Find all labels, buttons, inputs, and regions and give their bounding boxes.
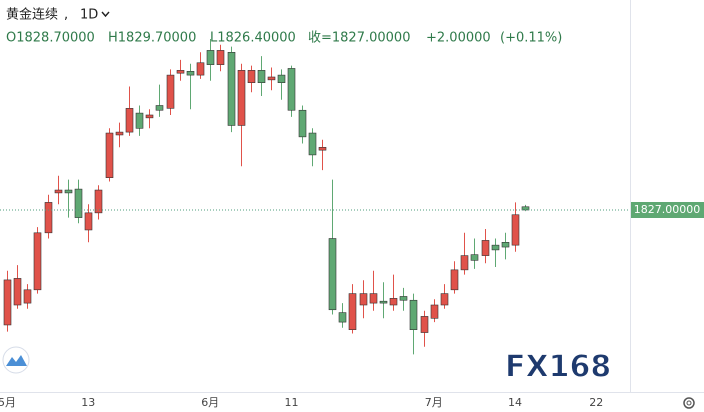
candle-body <box>470 254 479 261</box>
ohlc-value: (+0.11%) <box>500 31 562 46</box>
candle-body <box>450 269 459 291</box>
candle-body <box>54 189 63 194</box>
candle-body <box>196 62 205 76</box>
candle-body <box>328 238 337 311</box>
x-tick-label: 5月 <box>0 396 16 409</box>
candle-body <box>298 109 307 138</box>
candle-body <box>338 312 347 323</box>
x-tick-label: 7月 <box>425 396 443 409</box>
candle-body <box>287 68 296 111</box>
x-tick-label: 14 <box>508 396 522 409</box>
candle-body <box>115 131 124 136</box>
x-tick-label: 6月 <box>201 396 219 409</box>
settings-icon[interactable] <box>683 397 695 409</box>
candle-body <box>257 70 266 83</box>
candle-body <box>247 70 256 83</box>
candle-body <box>166 74 175 109</box>
last-price-tag <box>631 202 704 218</box>
candle-body <box>155 105 164 111</box>
ohlc-value: 收=1827.00000 <box>308 31 410 46</box>
ohlc-value: L1826.40000 <box>210 31 296 46</box>
ohlc-value: H1829.70000 <box>108 31 196 46</box>
candle-body <box>430 304 439 319</box>
candle-body <box>440 293 449 306</box>
x-tick-label: 13 <box>81 396 95 409</box>
tv-logo <box>2 346 30 374</box>
candle-body <box>379 300 388 304</box>
candle-body <box>359 293 368 306</box>
candle-body <box>105 132 114 179</box>
candle-body <box>23 289 32 304</box>
watermark: FX168 <box>505 350 611 385</box>
watermark-group: FX168 <box>505 349 612 385</box>
dropdown-arrow[interactable] <box>101 11 110 18</box>
ohlc-legend: O1828.70000 H1829.70000 L1826.40000 收=1827.… <box>6 31 562 46</box>
candle-body <box>125 108 134 133</box>
candle-body <box>13 278 22 306</box>
candle-body <box>491 244 500 251</box>
candle-body <box>389 298 398 306</box>
candle-body <box>409 299 418 331</box>
comma: , <box>64 8 68 23</box>
candle-body <box>227 51 236 126</box>
candle-body <box>186 71 195 76</box>
candle-body <box>460 255 469 271</box>
interval[interactable]: 1D <box>80 8 98 23</box>
x-tick-label: 11 <box>284 396 298 409</box>
candle-body <box>267 76 276 81</box>
candle-body <box>145 114 154 119</box>
candle-body <box>237 70 246 126</box>
candle-body <box>277 74 286 83</box>
candle-body <box>369 293 378 304</box>
candle-body <box>216 50 225 65</box>
candle-body <box>511 214 520 246</box>
symbol-title[interactable]: 黄金连续 <box>6 7 58 23</box>
candle-body <box>501 242 510 248</box>
candle-body <box>481 240 490 256</box>
candle-body <box>308 132 317 156</box>
candle-body <box>3 279 12 326</box>
candle-body <box>206 50 215 65</box>
candle-body <box>44 202 53 234</box>
candle-body <box>84 212 93 231</box>
x-tick-label: 22 <box>589 396 603 409</box>
candle-body <box>420 316 429 333</box>
candle-body <box>74 188 83 218</box>
candle-body <box>176 70 185 74</box>
candle-body <box>318 147 327 151</box>
last-price-label: 1827.00000 <box>634 203 700 216</box>
candle-body <box>135 112 144 129</box>
candle-body <box>348 293 357 331</box>
ohlc-value: +2.00000 <box>426 31 491 46</box>
candle-body <box>94 189 103 214</box>
candle-body <box>399 296 408 301</box>
candle-body <box>64 189 73 194</box>
ohlc-value: O1828.70000 <box>6 31 95 46</box>
candle-body <box>33 232 42 291</box>
